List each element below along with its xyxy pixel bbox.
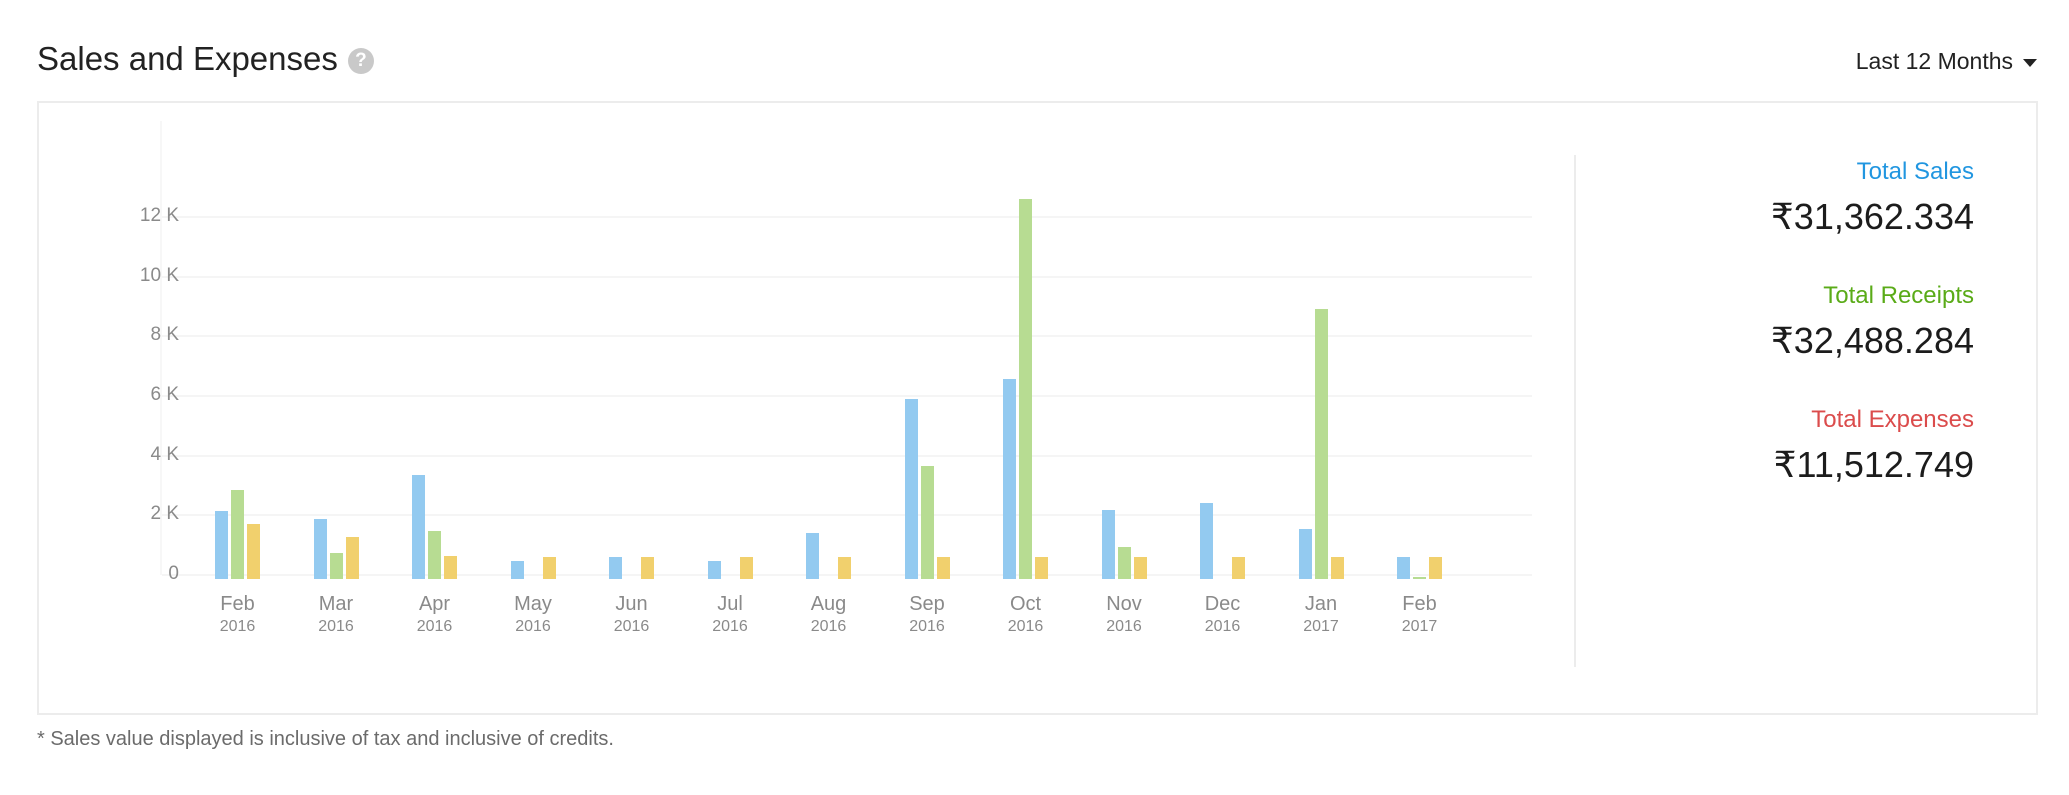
bar-sales[interactable] <box>806 532 819 579</box>
x-tick-label: Jul 2016 <box>712 593 748 635</box>
divider <box>1574 155 1576 667</box>
totals-panel: Total Sales ₹31,362.334 Total Receipts ₹32,… <box>1771 157 1974 529</box>
y-tick-label: 12 K <box>139 205 179 226</box>
total-value: ₹11,512.749 <box>1773 444 1974 485</box>
bar-expenses[interactable] <box>1035 556 1048 579</box>
bar-sales[interactable] <box>412 474 425 579</box>
x-tick-label: Mar 2016 <box>318 593 354 635</box>
bar-receipts[interactable] <box>231 489 244 579</box>
bar-sales[interactable] <box>1298 528 1312 579</box>
x-tick-label: Sep 2016 <box>909 593 945 635</box>
y-tick-label: 10 K <box>139 264 179 286</box>
y-axis-line <box>160 121 162 575</box>
total-label: Total Receipts <box>1823 282 1974 309</box>
gridline <box>162 275 1532 278</box>
gridline <box>162 216 1532 218</box>
bar-expenses[interactable] <box>247 523 260 579</box>
x-tick-label: Feb 2016 <box>219 593 256 635</box>
bar-chart: 0 2 K 4 K 6 K 8 K 10 K 12 K Feb 2016 Mar 2016 Apr 20… <box>39 103 1559 717</box>
gridline <box>162 454 1532 457</box>
x-tick-label: Oct 2016 <box>1007 593 1044 635</box>
bar-expenses[interactable] <box>1330 556 1344 579</box>
bar-expenses[interactable] <box>936 556 950 579</box>
bar-receipts[interactable] <box>329 553 343 579</box>
x-tick-label: Jan 2017 <box>1303 593 1339 635</box>
period-label: Last 12 Months <box>1855 48 2013 74</box>
total-total-sales: Total Sales ₹31,362.334 <box>1771 157 1974 243</box>
bar-sales[interactable] <box>1200 502 1213 579</box>
y-tick-label: 8 K <box>150 324 179 346</box>
x-tick-label: Aug 2016 <box>810 593 847 635</box>
bar-expenses[interactable] <box>838 556 851 579</box>
bar-expenses[interactable] <box>1232 556 1245 579</box>
x-tick-label: Apr 2016 <box>416 593 453 635</box>
x-tick-label: Jun 2016 <box>613 593 650 635</box>
x-tick-label: May 2016 <box>514 593 552 635</box>
title-text: Sales and Expenses <box>37 40 338 77</box>
bar-sales[interactable] <box>510 561 524 579</box>
period-dropdown[interactable]: Last 12 Months <box>1856 48 2037 75</box>
bar-expenses[interactable] <box>444 556 457 579</box>
bar-expenses[interactable] <box>641 556 654 579</box>
bar-expenses[interactable] <box>1133 556 1147 579</box>
gridline <box>162 335 1532 338</box>
total-total-expenses: Total Expenses ₹11,512.749 <box>1771 405 1974 491</box>
y-tick-label: 2 K <box>150 503 179 525</box>
bar-sales[interactable] <box>1397 556 1410 579</box>
gridline <box>162 395 1532 397</box>
page-title: Sales and Expenses ? <box>37 40 374 78</box>
total-total-receipts: Total Receipts ₹32,488.284 <box>1771 281 1974 367</box>
bar-receipts[interactable] <box>1117 547 1131 579</box>
bar-expenses[interactable] <box>345 537 359 579</box>
bar-sales[interactable] <box>1101 510 1115 579</box>
bar-receipts[interactable] <box>1019 198 1032 579</box>
question-circle-icon[interactable]: ? <box>347 48 374 74</box>
bar-sales[interactable] <box>313 519 327 579</box>
total-value: ₹31,362.334 <box>1770 196 1974 237</box>
bar-expenses[interactable] <box>1429 556 1442 579</box>
bar-sales[interactable] <box>215 510 228 579</box>
total-label: Total Expenses <box>1811 406 1974 433</box>
x-tick-label: Feb 2017 <box>1401 593 1438 635</box>
bar-expenses[interactable] <box>739 556 753 579</box>
total-value: ₹32,488.284 <box>1770 320 1974 361</box>
gridline <box>162 514 1532 517</box>
x-tick-label: Nov 2016 <box>1106 593 1142 635</box>
caret-down-icon <box>2023 59 2037 67</box>
y-tick-label: 0 <box>168 563 179 584</box>
bar-receipts[interactable] <box>1314 309 1328 579</box>
bar-sales[interactable] <box>904 398 918 579</box>
bar-receipts[interactable] <box>1413 577 1426 579</box>
chart-card: 0 2 K 4 K 6 K 8 K 10 K 12 K Feb 2016 Mar 2016 Apr 20… <box>37 101 2038 715</box>
footnote: * Sales value displayed is inclusive of … <box>37 728 614 750</box>
bar-receipts[interactable] <box>428 531 441 579</box>
bar-sales[interactable] <box>707 561 721 579</box>
y-tick-label: 6 K <box>150 384 179 405</box>
total-label: Total Sales <box>1856 158 1974 185</box>
bar-sales[interactable] <box>609 556 622 579</box>
bar-receipts[interactable] <box>920 465 934 579</box>
bar-sales[interactable] <box>1003 379 1016 579</box>
y-tick-label: 4 K <box>150 443 179 465</box>
x-tick-label: Dec 2016 <box>1204 593 1241 635</box>
bar-expenses[interactable] <box>542 556 556 579</box>
